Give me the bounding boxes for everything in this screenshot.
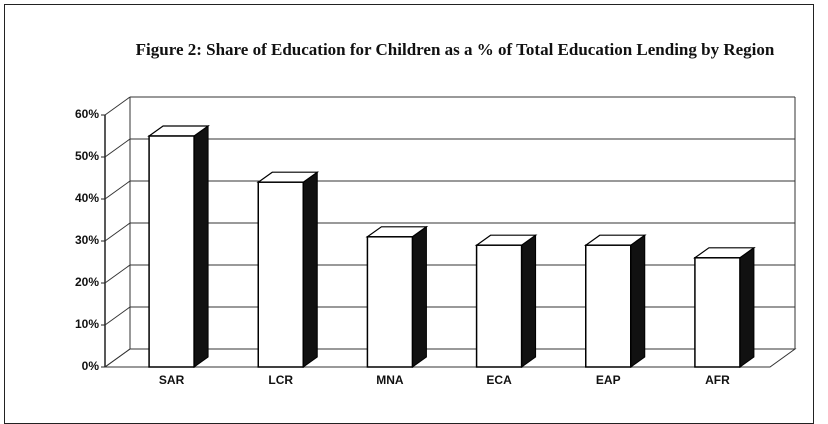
- bar-front: [585, 244, 632, 368]
- bar-side: [302, 171, 318, 368]
- grid-line: [104, 306, 131, 326]
- bar-side: [193, 125, 209, 368]
- y-tick-label: 20%: [75, 275, 99, 289]
- bar: [474, 234, 538, 368]
- grid-line: [104, 264, 131, 284]
- x-tick-label: MNA: [376, 373, 404, 387]
- bar: [365, 225, 429, 368]
- bar-front: [257, 181, 304, 368]
- y-tick-label: 30%: [75, 233, 99, 247]
- bar-front: [366, 236, 414, 368]
- grid-line: [104, 180, 131, 200]
- x-tick-label: SAR: [159, 373, 185, 387]
- x-tick-label: ECA: [486, 373, 512, 387]
- grid-line: [104, 138, 131, 158]
- grid-line: [104, 222, 131, 242]
- x-tick-label: AFR: [705, 373, 730, 387]
- grid-line: [104, 96, 131, 116]
- x-tick-label: EAP: [596, 373, 621, 387]
- y-tick-label: 40%: [75, 191, 99, 205]
- bar-side: [630, 234, 646, 368]
- bar: [147, 125, 210, 368]
- bar: [583, 234, 647, 368]
- y-tick-label: 50%: [75, 149, 99, 163]
- y-tick-label: 0%: [82, 359, 100, 373]
- bar-front: [475, 244, 523, 368]
- bar-front: [148, 135, 195, 368]
- chart-title: Figure 2: Share of Education for Childre…: [135, 40, 775, 59]
- bar: [256, 171, 320, 368]
- bar-side: [739, 246, 755, 368]
- bar-side: [411, 225, 427, 368]
- bar: [693, 246, 756, 368]
- grid-line: [104, 348, 131, 368]
- y-tick-label: 60%: [75, 107, 99, 121]
- x-tick-label: LCR: [268, 373, 293, 387]
- bar-front: [694, 257, 741, 368]
- y-tick-label: 10%: [75, 317, 99, 331]
- bar-side: [521, 234, 537, 368]
